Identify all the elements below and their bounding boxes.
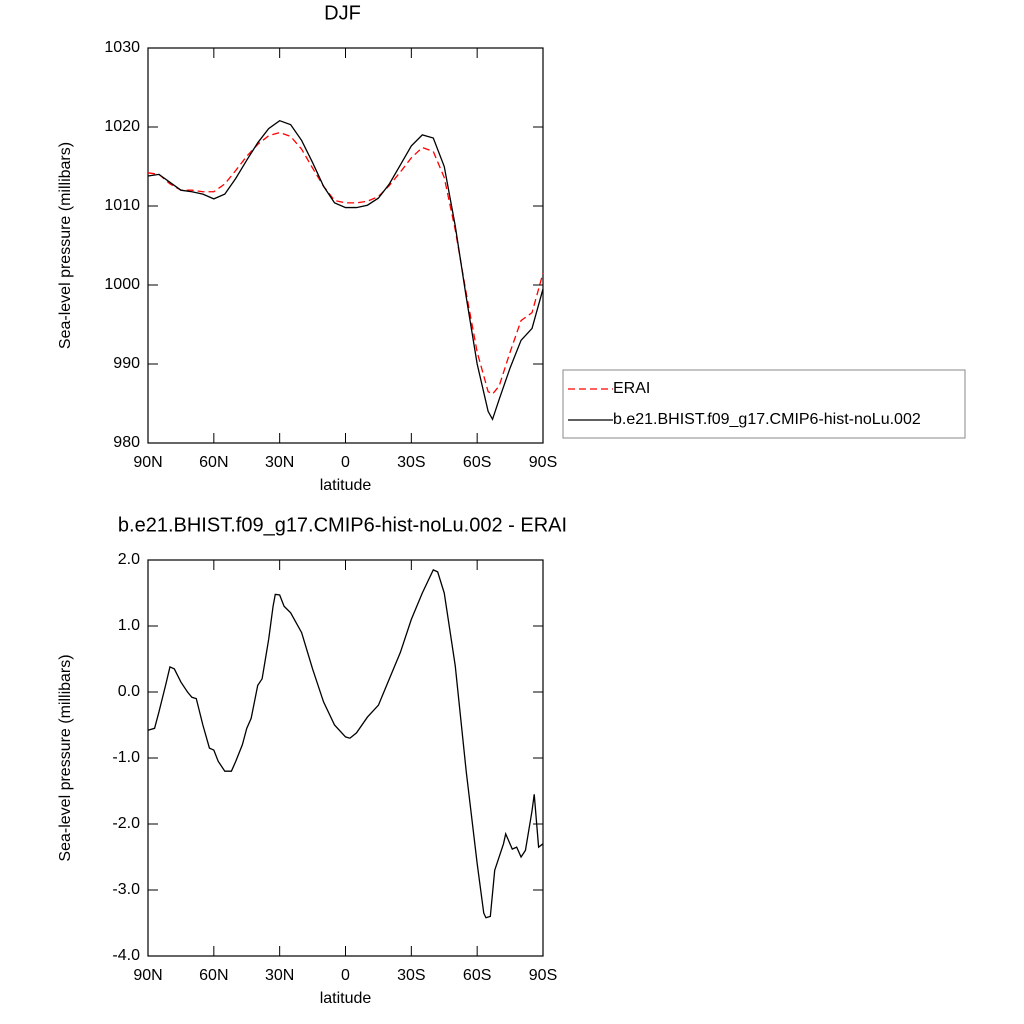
y-tick-label: -4.0 [112, 947, 140, 964]
x-tick-label: 0 [341, 454, 350, 471]
x-tick-label: 30S [397, 454, 425, 471]
y-tick-label: 1010 [104, 197, 140, 214]
legend-label: b.e21.BHIST.f09_g17.CMIP6-hist-noLu.002 [613, 411, 921, 428]
y-tick-label: 1000 [104, 276, 140, 293]
x-tick-label: 90N [133, 967, 162, 984]
y-axis-label: Sea-level pressure (millibars) [57, 142, 74, 349]
x-tick-label: 30S [397, 967, 425, 984]
x-tick-label: 60S [463, 967, 491, 984]
legend-label: ERAI [613, 380, 650, 397]
y-tick-label: 980 [113, 434, 140, 451]
legend-box [562, 369, 966, 439]
y-tick-label: 1.0 [118, 617, 140, 634]
x-tick-label: 90S [529, 454, 557, 471]
y-tick-label: -3.0 [112, 881, 140, 898]
x-tick-label: 60S [463, 454, 491, 471]
plot-frame [147, 559, 544, 957]
y-tick-label: 0.0 [118, 683, 140, 700]
x-tick-label: 30N [265, 454, 294, 471]
x-tick-label: 0 [341, 967, 350, 984]
data-line [147, 119, 544, 421]
y-tick-label: 1030 [104, 39, 140, 56]
y-tick-label: 1020 [104, 118, 140, 135]
y-tick-label: 2.0 [118, 551, 140, 568]
data-line [147, 131, 544, 395]
x-tick-label: 90N [133, 454, 162, 471]
x-tick-label: 30N [265, 967, 294, 984]
y-tick-label: -1.0 [112, 749, 140, 766]
chart-title: DJF [324, 2, 361, 24]
x-axis-label: latitude [320, 990, 372, 1007]
x-tick-label: 90S [529, 967, 557, 984]
x-tick-label: 60N [199, 454, 228, 471]
y-axis-label: Sea-level pressure (millibars) [57, 654, 74, 861]
x-axis-label: latitude [320, 477, 372, 494]
x-tick-label: 60N [199, 967, 228, 984]
y-tick-label: -2.0 [112, 815, 140, 832]
chart-title: b.e21.BHIST.f09_g17.CMIP6-hist-noLu.002 … [118, 514, 567, 536]
plot-frame [147, 47, 544, 444]
y-tick-label: 990 [113, 355, 140, 372]
data-line [147, 569, 544, 919]
